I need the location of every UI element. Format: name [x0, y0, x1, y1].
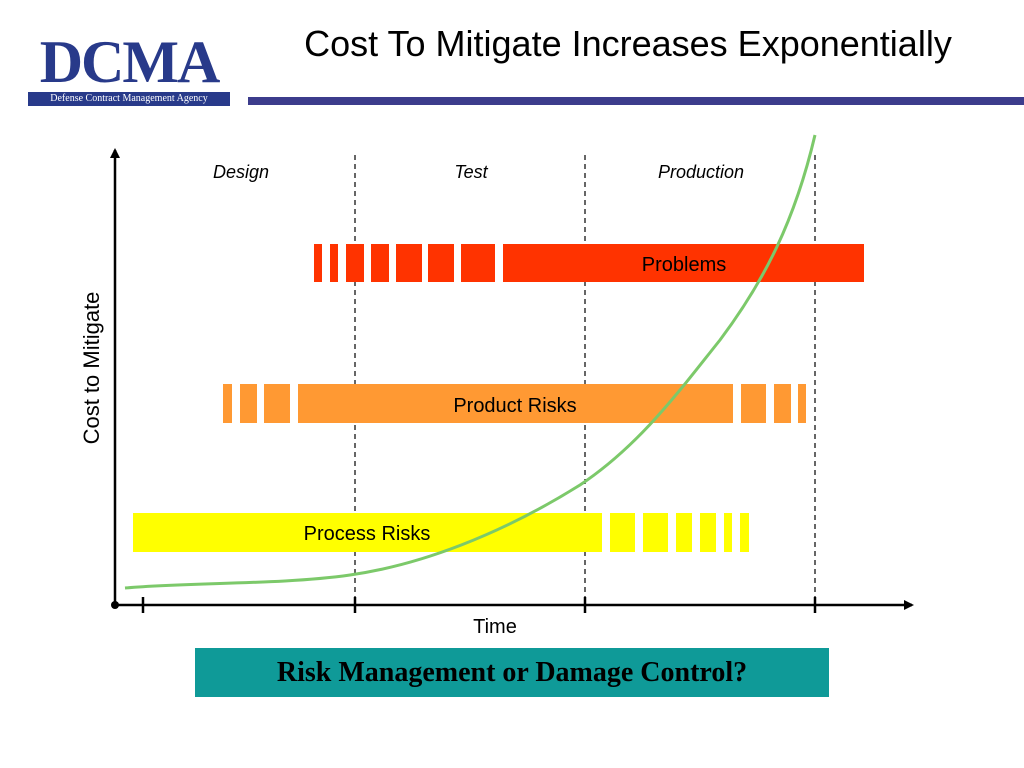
problems-bar-segment	[428, 244, 454, 282]
process-risks-bar-label: Process Risks	[304, 523, 431, 545]
phase-label-production: Production	[658, 162, 744, 182]
problems-bar-segment	[330, 244, 338, 282]
process-risks-bar-segment	[643, 513, 668, 552]
risk-banner: Risk Management or Damage Control?	[195, 648, 829, 697]
product-risks-bar	[223, 384, 806, 423]
product-risks-bar-segment	[741, 384, 766, 423]
problems-bar-main	[503, 244, 864, 282]
process-risks-bar-segment	[740, 513, 749, 552]
axis-origin	[111, 601, 119, 609]
title-rule	[248, 97, 1024, 105]
phase-label-design: Design	[213, 162, 269, 182]
problems-bar-segment	[346, 244, 364, 282]
phase-label-test: Test	[454, 162, 488, 182]
y-axis-label: Cost to Mitigate	[79, 292, 104, 445]
process-risks-bar-segment	[724, 513, 732, 552]
product-risks-bar-label: Product Risks	[453, 395, 576, 417]
cost-curve	[124, 134, 817, 590]
problems-bar-segment	[461, 244, 495, 282]
dcma-logo: DCMA Defense Contract Management Agency	[26, 32, 232, 110]
problems-bar-segment	[396, 244, 422, 282]
process-risks-bar	[133, 513, 749, 552]
product-risks-bar-segment	[798, 384, 806, 423]
problems-bar-segment	[371, 244, 389, 282]
logo-tagline: Defense Contract Management Agency	[28, 92, 230, 106]
product-risks-bar-segment	[223, 384, 232, 423]
product-risks-bar-main	[298, 384, 733, 423]
problems-bar-label: Problems	[642, 254, 726, 276]
process-risks-bar-segment	[676, 513, 692, 552]
product-risks-bar-segment	[264, 384, 290, 423]
logo-wordmark: DCMA	[39, 29, 221, 95]
process-risks-bar-segment	[700, 513, 716, 552]
problems-bar-segment	[314, 244, 322, 282]
process-risks-bar-segment	[610, 513, 635, 552]
problems-bar	[314, 244, 864, 282]
process-risks-bar-main	[133, 513, 602, 552]
x-axis-label: Time	[473, 616, 517, 638]
slide-title: Cost To Mitigate Increases Exponentially	[304, 23, 952, 64]
product-risks-bar-segment	[774, 384, 791, 423]
product-risks-bar-segment	[240, 384, 257, 423]
